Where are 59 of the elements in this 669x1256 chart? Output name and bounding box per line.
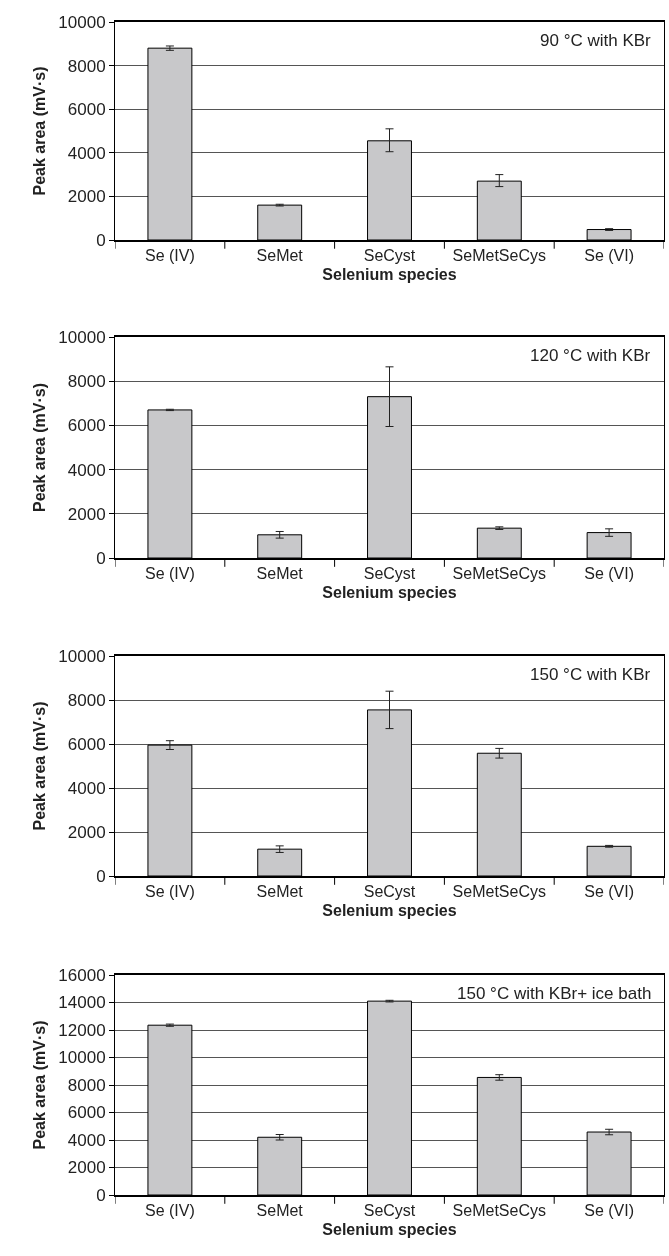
x-axis-title: Selenium species	[322, 902, 457, 920]
y-tick-label: 14000	[58, 993, 106, 1013]
x-tick-label: SeMetSeCys	[452, 246, 546, 264]
y-tick-label: 8000	[67, 372, 106, 392]
x-tick-label: Se (IV)	[145, 1201, 195, 1219]
x-tick-label: SeMet	[256, 1201, 304, 1219]
y-axis-title: Peak area (mV·s)	[31, 1020, 49, 1150]
x-tick-label: SeCyst	[363, 246, 416, 264]
annotation: 150 °C with KBr	[530, 665, 651, 684]
y-tick-label: 10000	[58, 646, 106, 666]
y-tick-label: 6000	[67, 734, 106, 754]
x-axis-title: Selenium species	[322, 1221, 457, 1239]
y-tick-label: 12000	[58, 1020, 106, 1040]
x-tick-label: Se (IV)	[145, 564, 195, 582]
x-tick-label: SeMet	[256, 882, 304, 900]
x-tick-label: Se (IV)	[145, 882, 195, 900]
y-tick-label: 10000	[58, 327, 106, 347]
x-tick-label: SeMetSeCys	[452, 564, 546, 582]
x-axis-title: Selenium species	[322, 584, 457, 602]
y-tick-label: 2000	[67, 504, 106, 524]
y-tick-label: 2000	[67, 822, 106, 842]
y-tick-label: 6000	[67, 1103, 106, 1123]
y-tick-label: 4000	[67, 1130, 106, 1150]
x-tick-label: SeMet	[256, 564, 304, 582]
x-tick-label: Se (VI)	[584, 246, 634, 264]
x-tick-label: Se (VI)	[584, 882, 634, 900]
y-tick-label: 10000	[58, 1048, 106, 1068]
y-axis-title: Peak area (mV·s)	[31, 383, 49, 512]
y-tick-label: 10000	[58, 12, 106, 32]
y-tick-label: 2000	[67, 1158, 106, 1178]
x-tick-label: SeCyst	[363, 564, 416, 582]
x-tick-label: SeCyst	[363, 882, 416, 900]
x-tick-label: SeMetSeCys	[452, 1201, 546, 1219]
annotation: 120 °C with KBr	[530, 346, 651, 365]
y-tick-label: 4000	[67, 143, 106, 163]
x-tick-label: SeMet	[256, 246, 304, 264]
y-axis-title: Peak area (mV·s)	[31, 66, 49, 196]
y-tick-label: 16000	[58, 965, 106, 985]
y-tick-label: 8000	[67, 690, 106, 710]
y-tick-label: 0	[96, 548, 106, 568]
x-tick-label: Se (VI)	[584, 1201, 634, 1219]
x-axis-title: Selenium species	[322, 266, 457, 284]
y-tick-label: 8000	[67, 56, 106, 76]
y-tick-label: 0	[96, 866, 106, 886]
x-tick-label: SeMetSeCys	[452, 882, 546, 900]
y-tick-label: 8000	[67, 1075, 106, 1095]
y-tick-label: 6000	[67, 100, 106, 120]
x-tick-label: Se (IV)	[145, 246, 195, 264]
x-tick-label: Se (VI)	[584, 564, 634, 582]
y-axis-title: Peak area (mV·s)	[31, 701, 49, 831]
y-tick-label: 6000	[67, 416, 106, 436]
y-tick-label: 4000	[67, 778, 106, 798]
y-tick-label: 0	[96, 230, 106, 250]
x-tick-label: SeCyst	[363, 1201, 416, 1219]
annotation: 150 °C with KBr+ ice bath	[457, 984, 652, 1003]
annotation: 90 °C with KBr	[540, 31, 652, 50]
y-tick-label: 2000	[67, 187, 106, 207]
y-tick-label: 0	[96, 1185, 106, 1205]
y-tick-label: 4000	[67, 460, 106, 480]
